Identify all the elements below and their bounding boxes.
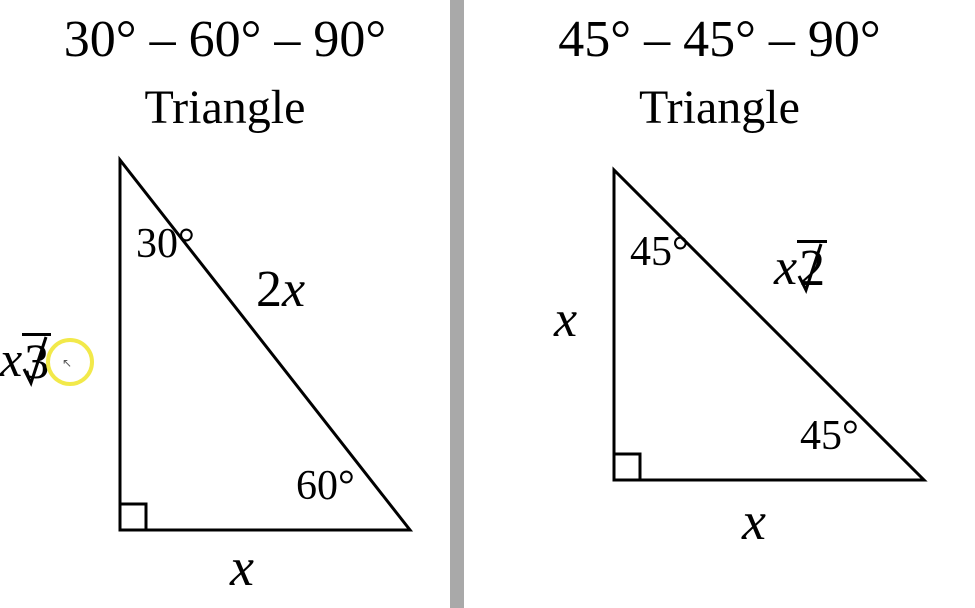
left-angle-30-label: 30° xyxy=(136,220,195,268)
right-vertical-side-label: x xyxy=(554,290,577,349)
left-base-x: x xyxy=(230,537,254,597)
left-vertical-side-label: x 3 xyxy=(0,330,51,388)
left-hyp-x: x xyxy=(282,261,305,318)
right-hyp-x: x xyxy=(774,238,797,297)
right-vert-x: x xyxy=(554,291,577,348)
right-angle-top-text: 45° xyxy=(630,229,689,275)
right-triangle xyxy=(464,0,975,608)
right-angle-far-label: 45° xyxy=(800,412,859,460)
cursor-pointer-icon: ↖ xyxy=(62,356,72,371)
radical-icon xyxy=(797,240,825,296)
left-hypotenuse-label: 2x xyxy=(256,260,305,319)
panel-45-45-90: 45° – 45° – 90° Triangle 45° 45° x x 2 xyxy=(464,0,975,608)
diagram-stage: 30° – 60° – 90° Triangle 30° 60° 2x x 3 xyxy=(0,0,975,608)
right-angle-top-label: 45° xyxy=(630,228,689,276)
left-angle-60-label: 60° xyxy=(296,462,355,510)
left-base-label: x xyxy=(230,536,254,598)
right-base-x: x xyxy=(742,491,766,551)
left-vert-x: x xyxy=(0,330,22,388)
left-angle-30-text: 30° xyxy=(136,221,195,267)
right-hypotenuse-label: x 2 xyxy=(774,238,827,297)
panel-30-60-90: 30° – 60° – 90° Triangle 30° 60° 2x x 3 xyxy=(0,0,450,608)
left-hyp-2: 2 xyxy=(256,261,282,318)
right-base-label: x xyxy=(742,490,766,552)
right-angle-far-text: 45° xyxy=(800,413,859,459)
vertical-divider xyxy=(450,0,464,608)
right-sqrt-icon: 2 xyxy=(797,240,827,295)
left-angle-60-text: 60° xyxy=(296,463,355,509)
left-triangle xyxy=(0,0,450,608)
